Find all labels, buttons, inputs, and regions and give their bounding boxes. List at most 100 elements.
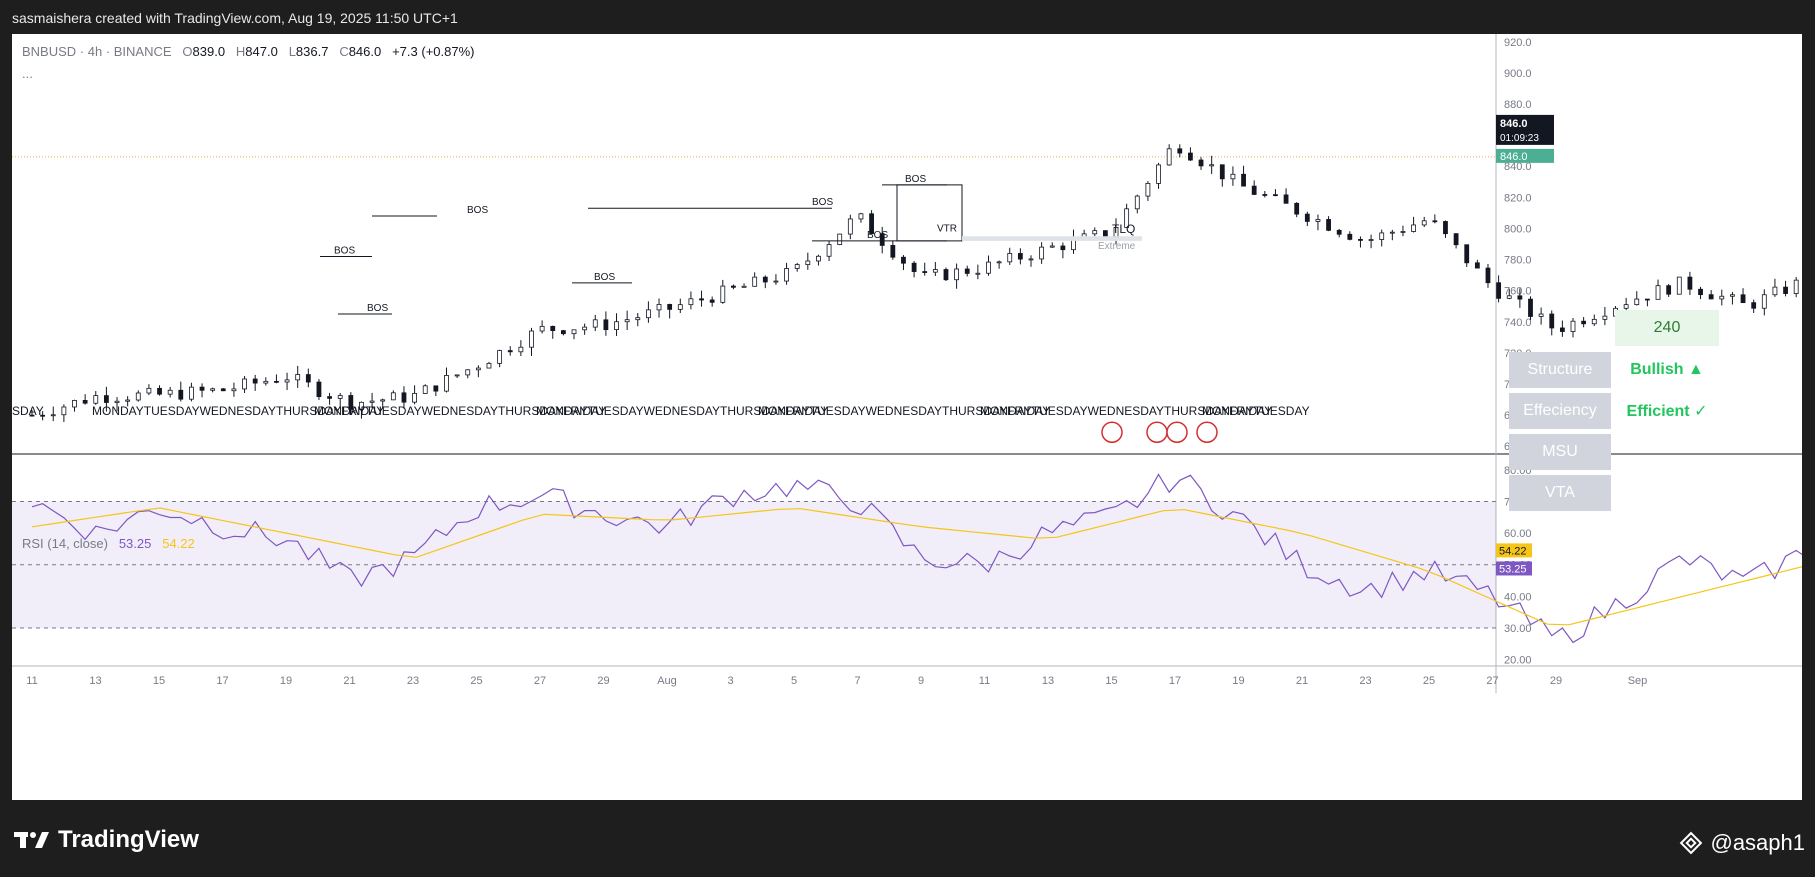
candle-body: [507, 350, 513, 353]
candle-body: [1262, 194, 1268, 196]
candle-body: [847, 218, 853, 235]
candle-body: [1283, 194, 1289, 204]
candle-body: [954, 268, 960, 281]
candle-body: [911, 262, 917, 272]
candle-body: [1559, 327, 1565, 332]
time-axis-tick: 19: [1232, 675, 1244, 687]
candle-body: [709, 299, 715, 303]
tlq-zone: [962, 236, 1142, 241]
candle-body: [454, 374, 460, 377]
more-button[interactable]: ...: [22, 66, 33, 81]
candle-body: [1145, 183, 1151, 197]
candle-body: [125, 399, 131, 402]
candle-body: [529, 330, 534, 348]
candle-body: [1017, 253, 1023, 260]
rsi-value: 53.25: [118, 536, 152, 551]
time-axis-tick: 23: [1359, 675, 1371, 687]
candle-body: [699, 298, 704, 301]
extreme-label: Extreme: [1098, 241, 1136, 252]
candle-body: [305, 374, 311, 383]
candle-body: [1156, 164, 1161, 184]
rsi-label[interactable]: RSI (14, close): [22, 536, 108, 551]
candle-body: [82, 400, 88, 404]
weekday-label: MONDAYTUESDAYWEDNESDAYTHURSDAYFRIDAY: [758, 404, 1050, 418]
candle-body: [1368, 239, 1374, 241]
time-axis-tick: 11: [979, 675, 990, 687]
candle-body: [1294, 202, 1300, 215]
rsi-ma-line: [31, 507, 1815, 626]
candle-body: [40, 414, 46, 417]
candle-body: [1496, 282, 1502, 299]
candle-body: [1315, 219, 1321, 222]
candle-body: [380, 399, 386, 402]
candle-body: [720, 285, 726, 303]
candle-body: [359, 401, 364, 410]
candle-body: [1251, 185, 1257, 195]
time-axis-tick: 13: [89, 675, 101, 687]
change-value: +7.3 (+0.87%): [392, 44, 475, 59]
candle-body: [1336, 229, 1342, 235]
candle-body: [784, 268, 789, 282]
price-axis-tick: 740.0: [1504, 317, 1532, 329]
author-name: @asaph1: [1710, 830, 1805, 855]
candle-body: [103, 395, 109, 403]
time-axis-tick: 25: [470, 675, 482, 687]
time-axis-tick: 15: [153, 675, 165, 687]
candle-body: [826, 244, 832, 257]
candle-body: [337, 395, 343, 399]
rsi-axis-tick: 20.00: [1504, 655, 1532, 667]
price-axis-tick: 920.0: [1504, 37, 1532, 49]
candle-body: [996, 261, 1002, 264]
rsi-badge: [1496, 561, 1532, 576]
time-axis-tick: 17: [1169, 675, 1181, 687]
rsi-band: [12, 501, 1496, 629]
rsi-axis-tick: 40.00: [1504, 591, 1532, 603]
weekday-label: SDAY: [12, 404, 44, 418]
candle-body: [1166, 148, 1172, 166]
candle-body: [879, 233, 885, 246]
candle-body: [741, 285, 747, 288]
candle-body: [295, 374, 301, 381]
bos-label: BOS: [594, 272, 615, 283]
candle-body: [412, 393, 417, 403]
time-axis-tick: 9: [918, 675, 924, 687]
chart-area[interactable]: 920.0900.0880.0860.0840.0820.0800.0780.0…: [12, 34, 1815, 800]
candle-body: [486, 362, 492, 369]
candle-body: [731, 285, 736, 288]
bos-label: BOS: [334, 245, 355, 256]
candle-body: [1241, 173, 1246, 187]
time-axis-tick: 23: [407, 675, 419, 687]
panel-structure-value: Bullish ▲: [1630, 361, 1704, 378]
us-flag-icon: [1166, 421, 1188, 443]
us-flag-icon: [1101, 421, 1123, 443]
candle-body: [592, 319, 598, 328]
candle-body: [571, 329, 577, 335]
candle-body: [231, 388, 237, 392]
candle-body: [189, 386, 194, 400]
candle-body: [837, 233, 843, 245]
symbol-label[interactable]: BNBUSD · 4h · BINANCE: [22, 44, 172, 59]
candle-body: [1453, 233, 1459, 246]
candle-body: [465, 369, 471, 376]
time-axis-tick: 13: [1042, 675, 1054, 687]
candle-body: [1623, 304, 1629, 309]
panel-efficiency-value: Efficient ✓: [1626, 403, 1708, 420]
candle-body: [29, 414, 35, 417]
candle-body: [773, 280, 779, 283]
rsi-legend: RSI (14, close) 53.25 54.22: [22, 536, 195, 551]
candle-body: [444, 375, 449, 392]
candle-body: [1740, 294, 1746, 304]
rsi-ma-badge-value: 54.22: [1499, 545, 1527, 557]
panel-efficiency-label: Effeciency: [1509, 393, 1611, 429]
candle-body: [1443, 221, 1448, 235]
candle-body: [263, 380, 269, 384]
price-badge-countdown: 01:09:23: [1500, 133, 1539, 144]
candle-body: [1400, 231, 1406, 233]
candle-body: [1730, 294, 1735, 297]
candle-body: [1602, 315, 1608, 320]
chart-canvas[interactable]: 920.0900.0880.0860.0840.0820.0800.0780.0…: [12, 34, 1815, 800]
candle-body: [401, 392, 407, 403]
time-axis-tick: 27: [1486, 675, 1498, 687]
candle-body: [943, 269, 949, 281]
candle-body: [1273, 194, 1278, 197]
